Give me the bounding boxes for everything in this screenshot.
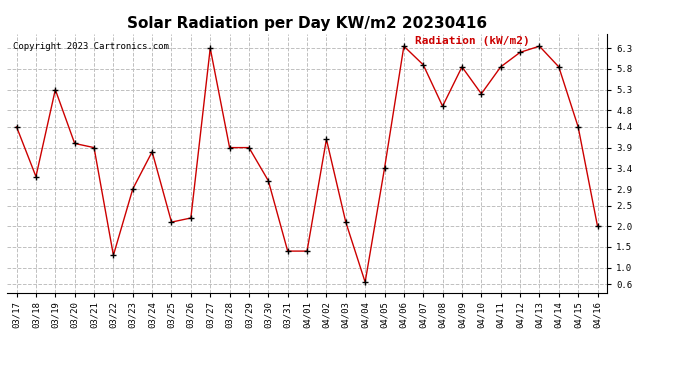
Title: Solar Radiation per Day KW/m2 20230416: Solar Radiation per Day KW/m2 20230416 (127, 16, 487, 31)
Text: Radiation (kW/m2): Radiation (kW/m2) (415, 36, 530, 46)
Text: Copyright 2023 Cartronics.com: Copyright 2023 Cartronics.com (13, 42, 169, 51)
